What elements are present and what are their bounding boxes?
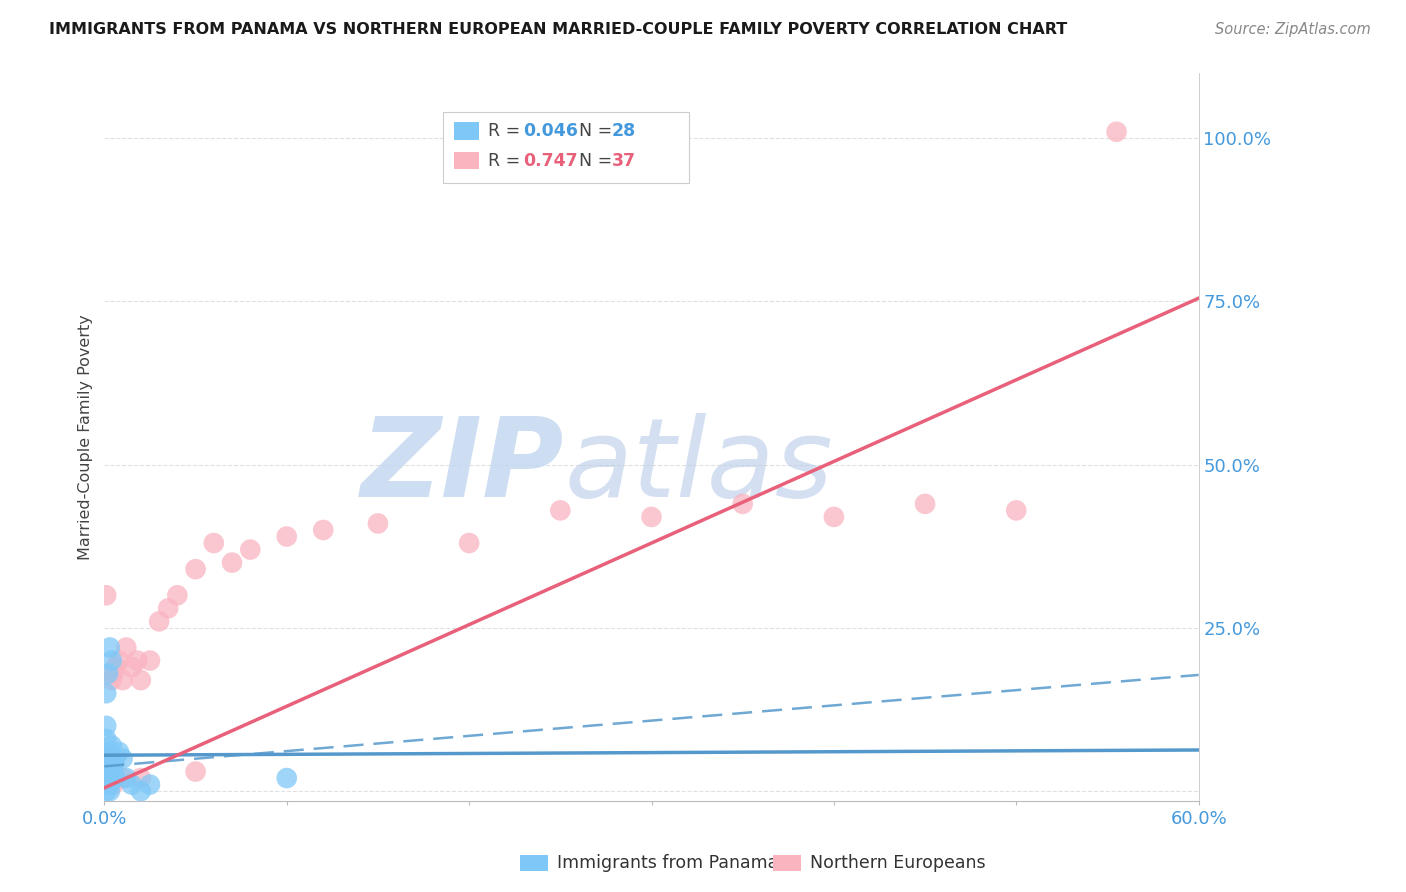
Point: [96, 771, 118, 785]
Point: [239, 542, 262, 557]
Point: [115, 771, 138, 785]
Point: [129, 673, 152, 687]
Point: [104, 751, 127, 765]
Text: N =: N =: [579, 122, 619, 140]
Point: [184, 562, 207, 576]
Point: [157, 601, 180, 615]
Point: [129, 784, 152, 798]
Text: atlas: atlas: [564, 413, 832, 519]
Point: [98, 784, 121, 798]
Point: [221, 556, 243, 570]
Point: [96, 686, 118, 700]
Text: 28: 28: [612, 122, 636, 140]
Point: [148, 615, 170, 629]
Point: [111, 673, 134, 687]
Point: [1105, 125, 1128, 139]
Point: [111, 751, 134, 765]
Point: [108, 654, 131, 668]
Point: [97, 751, 120, 765]
Point: [111, 771, 134, 785]
Text: N =: N =: [579, 152, 619, 169]
Point: [98, 758, 121, 772]
Point: [96, 588, 118, 602]
Point: [100, 673, 122, 687]
Point: [97, 771, 120, 785]
Point: [96, 731, 118, 746]
Text: 0.046: 0.046: [523, 122, 578, 140]
Point: [108, 745, 131, 759]
Text: ZIP: ZIP: [360, 413, 564, 519]
Point: [98, 745, 121, 759]
Text: IMMIGRANTS FROM PANAMA VS NORTHERN EUROPEAN MARRIED-COUPLE FAMILY POVERTY CORREL: IMMIGRANTS FROM PANAMA VS NORTHERN EUROP…: [49, 22, 1067, 37]
Point: [103, 778, 125, 792]
Point: [115, 640, 138, 655]
Point: [367, 516, 389, 531]
Point: [98, 778, 121, 792]
Point: [276, 529, 298, 543]
Point: [202, 536, 225, 550]
Text: R =: R =: [488, 152, 526, 169]
Point: [914, 497, 936, 511]
Point: [98, 640, 121, 655]
Point: [121, 660, 143, 674]
Point: [96, 778, 118, 792]
Point: [97, 751, 120, 765]
Point: [103, 666, 125, 681]
Text: Source: ZipAtlas.com: Source: ZipAtlas.com: [1215, 22, 1371, 37]
Point: [121, 778, 143, 792]
Point: [184, 764, 207, 779]
Point: [100, 739, 122, 753]
Point: [139, 654, 162, 668]
Point: [276, 771, 298, 785]
Text: 37: 37: [612, 152, 636, 169]
Point: [166, 588, 188, 602]
Text: 0.747: 0.747: [523, 152, 578, 169]
Text: R =: R =: [488, 122, 526, 140]
Point: [127, 654, 149, 668]
Point: [97, 778, 120, 792]
Point: [129, 771, 152, 785]
Text: Immigrants from Panama: Immigrants from Panama: [557, 855, 778, 872]
Point: [823, 510, 845, 524]
Point: [640, 510, 662, 524]
Point: [100, 654, 122, 668]
Text: Northern Europeans: Northern Europeans: [810, 855, 986, 872]
Point: [104, 660, 127, 674]
Point: [550, 503, 572, 517]
Point: [458, 536, 481, 550]
Y-axis label: Married-Couple Family Poverty: Married-Couple Family Poverty: [79, 314, 93, 560]
Point: [312, 523, 335, 537]
Point: [96, 719, 118, 733]
Point: [139, 778, 162, 792]
Point: [97, 764, 120, 779]
Point: [104, 771, 127, 785]
Point: [103, 764, 125, 779]
Point: [96, 784, 118, 798]
Point: [1005, 503, 1028, 517]
Point: [100, 771, 122, 785]
Point: [98, 778, 121, 792]
Point: [103, 758, 125, 772]
Point: [97, 666, 120, 681]
Point: [731, 497, 754, 511]
